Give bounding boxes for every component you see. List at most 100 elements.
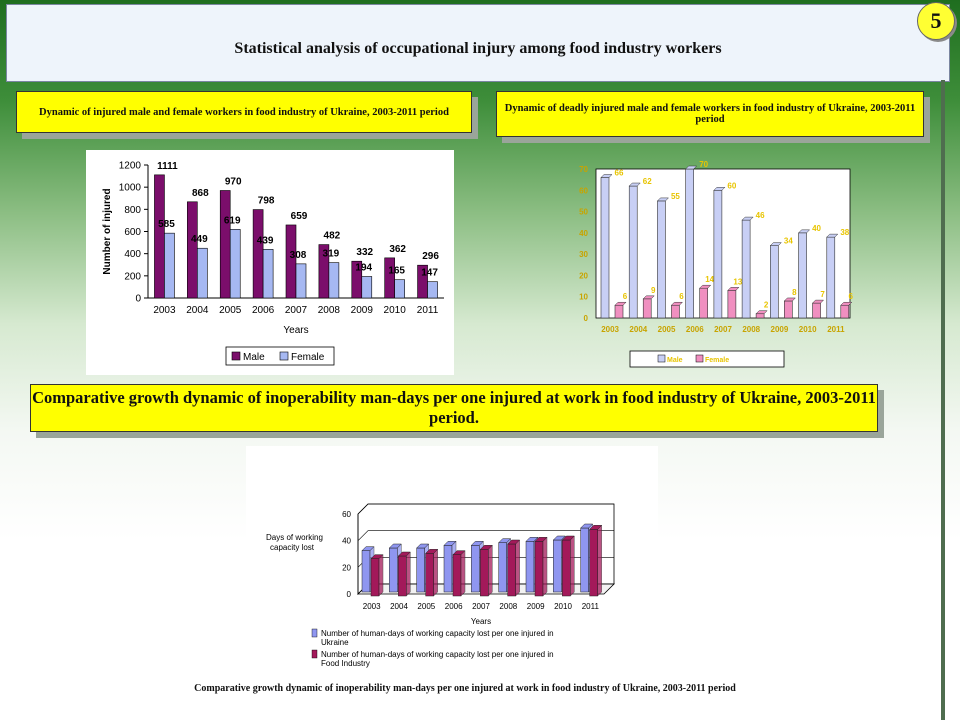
x-tick-label: 2003 [363, 602, 381, 611]
bar-top-face [783, 297, 796, 302]
bar-series1-2007 [471, 545, 480, 593]
legend-box [629, 350, 785, 368]
x-axis-title: Years [471, 617, 491, 626]
y-tick-label: 50 [579, 208, 588, 217]
bar-male-2003 [600, 177, 610, 319]
x-axis-title: Years [283, 325, 308, 336]
chart2-area: 0 10 20 30 40 50 60 70 66 6 2003 62 9 2004 55 6 2005 70 14… [568, 155, 858, 373]
bar-series1-2009 [525, 541, 535, 593]
legend-label: Male [243, 352, 265, 363]
x-tick-label: 2004 [390, 602, 408, 611]
chart1-heading-text: Dynamic of injured male and female worke… [39, 106, 449, 118]
data-label-male: 1111 [157, 161, 178, 172]
bar-top-face [642, 295, 655, 300]
data-label-female: 619 [224, 215, 241, 226]
bar-male-2006 [252, 209, 264, 299]
bar-series2-2006 [452, 554, 462, 597]
data-label-male: 798 [258, 196, 275, 207]
bar-series2-2011 [589, 529, 598, 597]
legend-swatch [695, 354, 704, 363]
bar-series2-2004 [398, 555, 407, 597]
bar-series2-2009 [534, 541, 544, 597]
y-tick-label: 10 [579, 293, 588, 302]
y-axis-title: Number of injured [102, 188, 113, 274]
bar-female-2009 [784, 300, 793, 319]
chart1-heading: Dynamic of injured male and female worke… [16, 91, 472, 133]
x-tick-label: 2003 [153, 305, 176, 316]
x-tick-label: 2009 [351, 305, 374, 316]
x-tick-label: 2006 [445, 602, 463, 611]
x-tick-label: 2005 [417, 602, 435, 611]
x-tick-label: 2010 [799, 325, 817, 334]
data-label-female: 194 [355, 262, 372, 273]
bar-series1-2005 [416, 547, 425, 593]
data-label-female: 6 [849, 292, 854, 301]
data-label-female: 6 [679, 292, 684, 301]
bar-top-face [840, 301, 853, 306]
title-box: Statistical analysis of occupational inj… [6, 4, 950, 82]
x-tick-label: 2008 [318, 305, 341, 316]
x-tick-label: 2009 [527, 602, 545, 611]
legend-swatch [657, 354, 666, 363]
x-tick-label: 2006 [686, 325, 704, 334]
bar-top-face [670, 301, 684, 306]
bar-side-face [570, 535, 575, 597]
data-label-male: 970 [225, 176, 242, 187]
y-tick-label: 1200 [119, 161, 142, 172]
y-tick-label: 60 [579, 186, 588, 195]
data-label-female: 13 [733, 277, 742, 286]
bar-male-2004 [187, 201, 198, 299]
page-number-badge: 5 [917, 2, 955, 40]
chart2-heading: Dynamic of deadly injured male and femal… [496, 91, 924, 137]
bar-series1-2006 [443, 545, 453, 593]
chart3-heading-text: Comparative growth dynamic of inoperabil… [32, 388, 876, 427]
data-label-male: 332 [356, 247, 373, 258]
bar-top-face [685, 165, 698, 170]
bar-side-face [378, 554, 384, 597]
bar-male-2010 [384, 257, 395, 299]
y-tick-label: 1000 [119, 183, 142, 194]
bar-series2-2003 [370, 558, 380, 597]
bar-side-face [515, 539, 520, 597]
gridline [357, 503, 614, 515]
bar-top-face [797, 229, 811, 234]
legend-label-line1: Number of human-days of working capacity… [321, 650, 554, 659]
chart3-area: 0 20 40 60 2003 2004 2005 2006 2007 2008 2009 2010 2… [246, 446, 658, 678]
bar-side-face [488, 544, 493, 597]
x-tick-label: 2007 [285, 305, 308, 316]
bar-male-2003 [154, 174, 165, 299]
plot-wall [595, 168, 851, 319]
x-tick-label: 2007 [714, 325, 732, 334]
slide-edge [941, 80, 945, 720]
legend-swatch [311, 649, 318, 659]
data-label-male: 70 [699, 160, 708, 169]
bar-top-face [755, 310, 768, 314]
bar-male-2009 [770, 245, 779, 319]
data-label-female: 9 [651, 286, 656, 295]
y-axis-title-line2: capacity lost [270, 543, 315, 552]
y-tick-label: 800 [124, 205, 141, 216]
chart3-heading: Comparative growth dynamic of inoperabil… [30, 384, 878, 432]
chart1-area: 0 200 400 600 800 1000 1200 1111 585 2003 868 449 20… [86, 150, 454, 375]
data-label-male: 868 [192, 188, 209, 199]
y-tick-label: 40 [579, 229, 588, 238]
data-label-male: 659 [291, 211, 308, 222]
bar-female-2007 [727, 290, 737, 319]
data-label-female: 8 [792, 288, 797, 297]
y-tick-label: 40 [342, 537, 351, 546]
legend-label: Female [705, 357, 729, 364]
bar-top-face [741, 216, 754, 221]
x-tick-label: 2004 [186, 305, 209, 316]
bar-female-2005 [671, 304, 680, 319]
data-label-male: 38 [840, 228, 849, 237]
bar-series1-2008 [498, 542, 507, 593]
bar-top-face [713, 187, 726, 191]
data-label-female: 165 [388, 266, 405, 277]
data-label-male: 296 [422, 251, 439, 262]
y-tick-label: 20 [579, 271, 588, 280]
y-tick-label: 0 [135, 294, 141, 305]
chart2-heading-text: Dynamic of deadly injured male and femal… [504, 103, 916, 125]
y-tick-label: 400 [124, 249, 141, 260]
bar-male-2006 [685, 168, 694, 319]
data-label-female: 585 [158, 219, 175, 230]
